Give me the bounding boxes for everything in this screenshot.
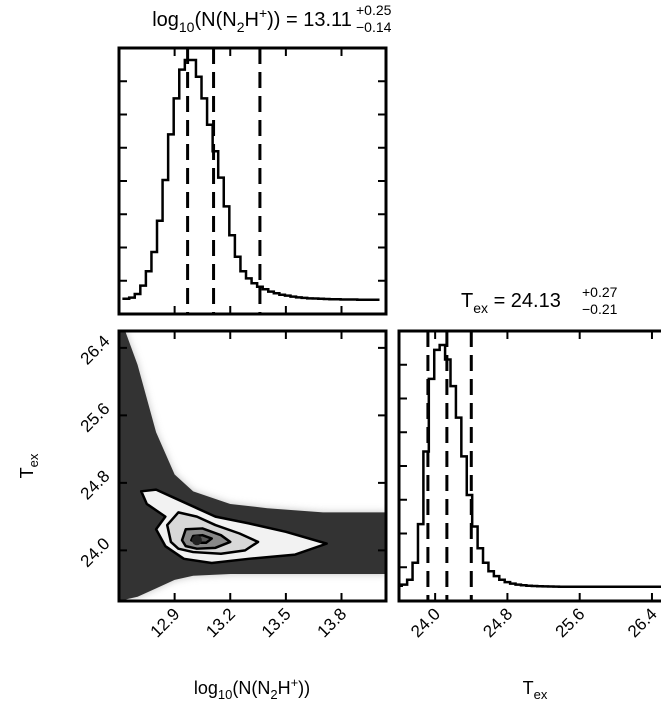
y-tick-label-2: 25.6 [77, 399, 114, 436]
marginal-histogram-2: 24.0 24.8 25.6 26.4 [397, 329, 661, 641]
y-tick-label-0: 24.0 [77, 534, 114, 571]
y-axis-label: Tex [17, 453, 41, 478]
histogram-2-step [400, 343, 661, 589]
title-1: log10(N(N2H+)) = 13.11 [152, 5, 352, 35]
x-tick-label-1-0: 12.9 [147, 604, 184, 641]
x-tick-label-2-0: 24.0 [407, 604, 444, 641]
histogram-1-step [122, 58, 380, 302]
title-2-minus-error: −0.21 [582, 301, 618, 317]
title-1-plus-error: +0.25 [356, 2, 392, 18]
x-tick-label-2-2: 25.6 [552, 604, 589, 641]
joint-panel-frame [117, 329, 388, 603]
joint-density-panel: 12.9 13.2 13.5 13.8 24.0 24.8 25.6 26.4 [77, 329, 388, 641]
panel-1-frame [117, 46, 388, 316]
title-2: Tex = 24.13 [461, 290, 561, 316]
y-tick-label-1: 24.8 [77, 467, 114, 504]
x-axis-label-1: log10(N(N2H+)) [194, 675, 310, 702]
title-2-plus-error: +0.27 [582, 284, 618, 300]
x-tick-label-1-2: 13.5 [258, 604, 295, 641]
marginal-histogram-1 [117, 46, 388, 316]
panel-2-frame [397, 329, 661, 603]
title-1-minus-error: −0.14 [356, 19, 392, 35]
x-tick-label-1-3: 13.8 [313, 604, 350, 641]
density-peak [191, 535, 202, 546]
x-tick-label-2-3: 26.4 [624, 604, 661, 641]
y-tick-label-3: 26.4 [77, 332, 114, 369]
x-axis-label-2: Tex [523, 678, 548, 702]
x-tick-label-2-1: 24.8 [479, 604, 516, 641]
x-tick-label-1-1: 13.2 [202, 604, 239, 641]
